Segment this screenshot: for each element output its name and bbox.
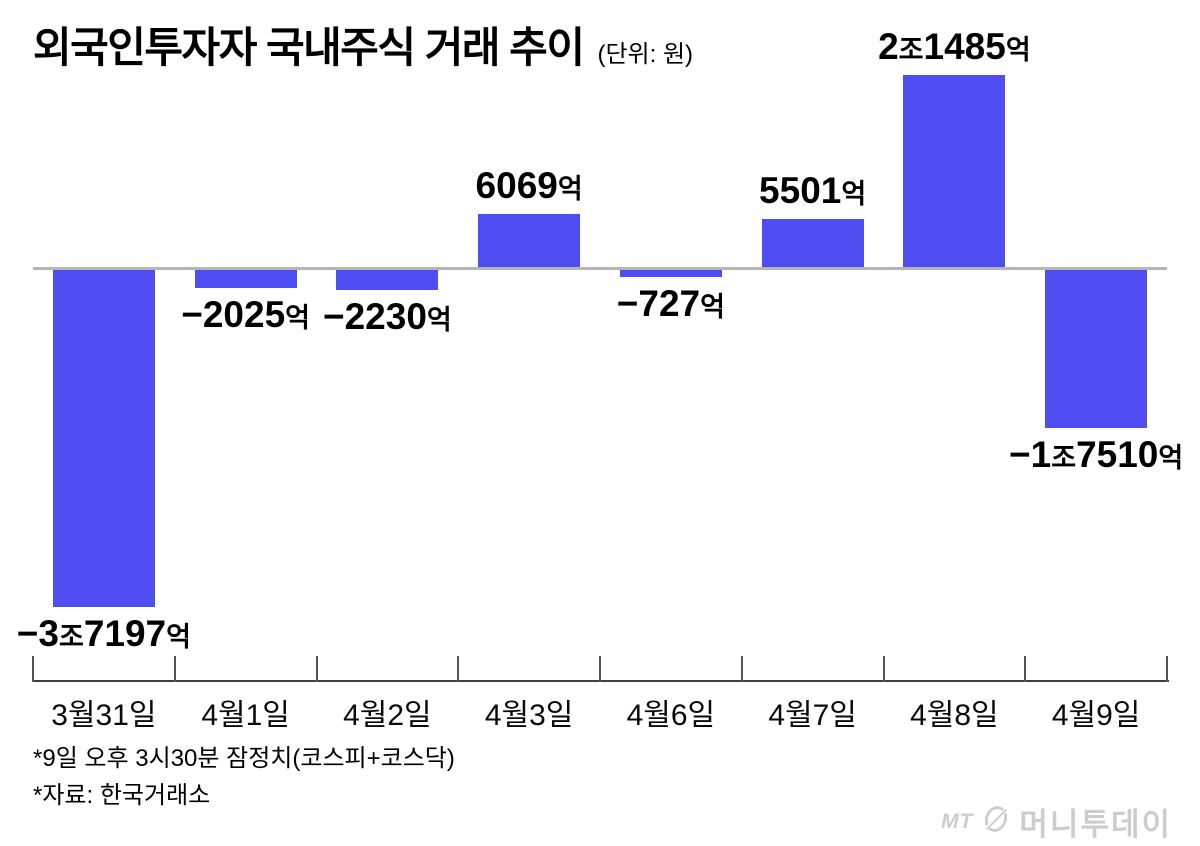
x-axis-label-4월6일: 4월6일 [626, 699, 716, 732]
x-axis-label-4월9일: 4월9일 [1051, 699, 1141, 732]
x-axis-line [33, 680, 1169, 682]
x-axis-tick [1024, 656, 1027, 682]
x-axis-label-3월31일: 3월31일 [51, 699, 157, 732]
bar-value-label-3월31일: −3조7197억 [16, 612, 191, 654]
bar-value-label-4월3일: 6069억 [475, 165, 583, 207]
x-axis-tick [32, 656, 34, 682]
footnote-source: *자료: 한국거래소 [33, 782, 211, 809]
bar-4월9일 [1045, 270, 1148, 429]
circle-slash-icon [982, 805, 1010, 838]
bar-value-label-4월1일: −2025억 [181, 294, 311, 336]
x-axis-tick [315, 656, 318, 682]
bar-4월8일 [903, 74, 1006, 269]
bar-value-label-4월6일: −727억 [616, 282, 725, 324]
bar-value-label-4월2일: −2230억 [322, 296, 452, 338]
x-axis-label-4월8일: 4월8일 [910, 699, 999, 732]
footnote-provisional: *9일 오후 3시30분 잠정치(코스피+코스닥) [33, 745, 455, 772]
bar-4월6일 [619, 270, 722, 277]
x-axis-tick [1166, 656, 1168, 682]
bar-4월3일 [478, 214, 581, 269]
bar-value-label-4월7일: 5501억 [759, 170, 867, 212]
x-axis-tick [457, 656, 460, 682]
chart-header: 외국인투자자 국내주식 거래 추이 (단위: 원) [33, 14, 693, 75]
bar-4월7일 [761, 219, 864, 269]
x-axis-label-4월2일: 4월2일 [343, 699, 432, 732]
bar-value-label-4월9일: −1조7510억 [1009, 434, 1184, 476]
unit-note: (단위: 원) [597, 41, 694, 68]
zero-baseline [33, 267, 1167, 270]
x-axis-label-4월1일: 4월1일 [201, 699, 290, 732]
bar-4월1일 [194, 270, 297, 289]
x-axis-label-4월7일: 4월7일 [768, 699, 857, 732]
x-axis-tick [599, 656, 601, 682]
x-axis-tick [740, 656, 743, 682]
x-axis-tick [882, 656, 885, 682]
brand-name: 머니투데이 [1019, 807, 1172, 842]
chart-title: 외국인투자자 국내주식 거래 추이 [33, 24, 585, 71]
footnotes: *9일 오후 3시30분 잠정치(코스피+코스닥) *자료: 한국거래소 [33, 740, 455, 814]
bar-4월2일 [336, 270, 439, 291]
x-axis-label-4월3일: 4월3일 [484, 699, 574, 732]
x-axis-tick [173, 656, 176, 682]
bar-value-label-4월8일: 2조1485억 [878, 25, 1031, 67]
mt-monogram: MT [941, 809, 974, 833]
moneytoday-logo: MT 머니투데이 [941, 799, 1172, 844]
bar-3월31일 [52, 270, 155, 607]
